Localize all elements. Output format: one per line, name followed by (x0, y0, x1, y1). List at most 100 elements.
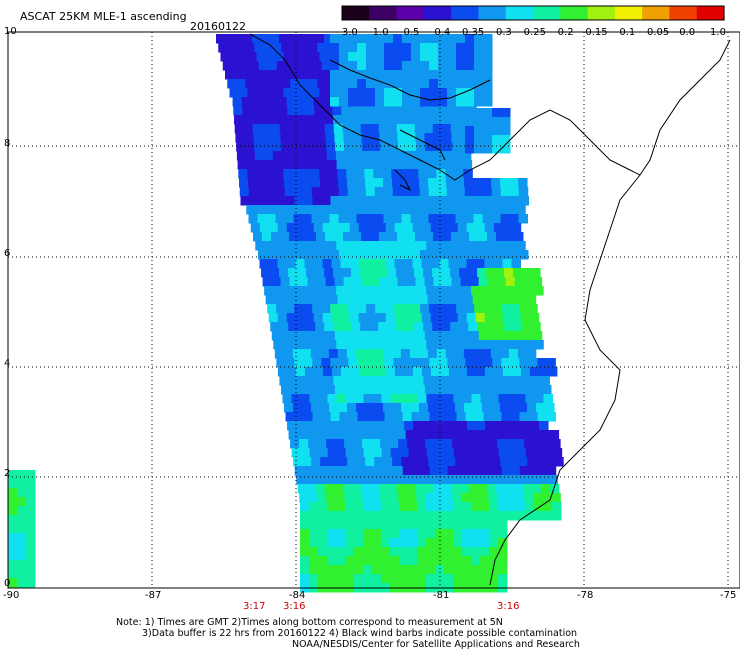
swath-cell (272, 151, 283, 161)
swath-cell (453, 538, 463, 548)
swath-cell (288, 268, 298, 278)
swath-cell (408, 160, 419, 170)
swath-cell (367, 223, 378, 233)
swath-cell (432, 124, 443, 134)
swath-cell (318, 574, 328, 584)
swath-cell (267, 304, 277, 314)
swath-cell (456, 466, 467, 476)
swath-cell (400, 295, 411, 305)
swath-cell (489, 547, 499, 557)
swath-cell (400, 349, 411, 359)
swath-cell (378, 322, 388, 332)
swath-cell (26, 578, 36, 588)
swath-cell (321, 250, 331, 260)
swath-cell (513, 268, 523, 278)
swath-cell (399, 556, 409, 566)
swath-cell (295, 259, 306, 269)
swath-cell (363, 556, 373, 566)
swath-cell (510, 304, 520, 314)
swath-cell (489, 511, 499, 521)
swath-cell (431, 475, 441, 485)
swath-cell (438, 97, 448, 107)
swath-cell (327, 511, 337, 521)
swath-cell (300, 394, 310, 404)
swath-cell (492, 412, 503, 422)
swath-cell (414, 322, 424, 332)
swath-cell (381, 574, 391, 584)
swath-cell (505, 331, 516, 341)
swath-cell (450, 124, 461, 134)
swath-cell (435, 394, 445, 404)
swath-cell (346, 349, 357, 359)
swath-cell (496, 277, 507, 287)
swath-cell (402, 250, 412, 260)
swath-cell (316, 232, 326, 242)
swath-cell (448, 223, 459, 233)
swath-cell (303, 61, 314, 71)
swath-cell (338, 187, 349, 197)
colorbar-swatch (587, 6, 616, 20)
swath-cell (361, 232, 371, 242)
swath-cell (465, 43, 475, 53)
swath-cell (497, 493, 507, 503)
swath-cell (374, 457, 384, 467)
swath-cell (442, 232, 452, 242)
swath-cell (305, 106, 315, 116)
swath-cell (480, 241, 490, 251)
swath-cell (8, 470, 18, 480)
swath-cell (8, 479, 18, 489)
swath-cell (454, 349, 465, 359)
swath-cell (473, 403, 483, 413)
swath-cell (278, 106, 288, 116)
swath-cell (489, 565, 499, 575)
swath-cell (334, 133, 344, 143)
swath-cell (543, 448, 554, 458)
swath-cell (330, 196, 340, 206)
swath-cell (330, 79, 340, 89)
swath-cell (328, 169, 338, 179)
swath-cell (398, 439, 408, 449)
coastline-segment (394, 169, 412, 192)
swath-cell (227, 43, 237, 53)
swath-cell (259, 223, 270, 233)
swath-cell (315, 70, 325, 80)
swath-cell (482, 187, 493, 197)
swath-cell (429, 70, 439, 80)
swath-cell (309, 340, 319, 350)
swath-cell (390, 241, 400, 251)
swath-cell (444, 556, 454, 566)
swath-cell (480, 340, 490, 350)
swath-cell (478, 331, 489, 341)
swath-cell (331, 367, 342, 377)
swath-cell (312, 466, 323, 476)
swath-cell (234, 124, 245, 134)
swath-cell (384, 34, 394, 44)
swath-cell (399, 241, 409, 251)
swath-cell (381, 340, 391, 350)
swath-cell (390, 448, 401, 458)
colorbar-label: -3.0 (338, 27, 358, 38)
swath-cell (474, 43, 484, 53)
swath-cell (393, 34, 403, 44)
swath-cell (330, 466, 341, 476)
swath-cell (363, 511, 373, 521)
swath-cell (520, 313, 531, 323)
swath-cell (271, 277, 282, 287)
swath-cell (366, 70, 376, 80)
swath-cell (275, 178, 285, 188)
swath-cell (385, 223, 396, 233)
swath-cell (315, 484, 326, 494)
swath-cell (324, 70, 334, 80)
swath-cell (509, 187, 520, 197)
swath-cell (313, 97, 324, 107)
swath-cell (475, 259, 486, 269)
swath-cell (277, 313, 288, 323)
swath-cell (432, 376, 442, 386)
swath-cell (8, 506, 18, 516)
swath-cell (338, 214, 348, 224)
swath-cell (315, 124, 326, 134)
swath-cell (397, 331, 408, 341)
colorbar-label: -0.5 (399, 27, 420, 38)
swath-cell (428, 457, 438, 467)
swath-cell (498, 574, 508, 584)
